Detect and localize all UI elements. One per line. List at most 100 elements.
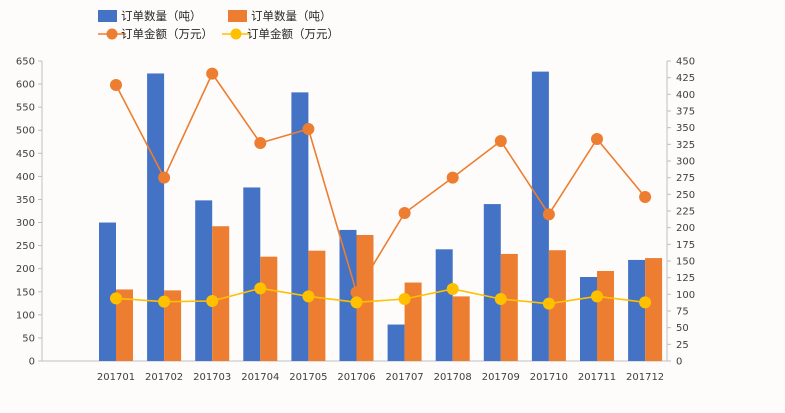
x-tick-label: 201707 — [386, 372, 424, 383]
bar-series-group — [99, 71, 663, 361]
right-tick-label: 175 — [676, 240, 695, 251]
bar-orange — [260, 256, 278, 361]
point-yellow — [350, 296, 363, 309]
right-tick-label: 375 — [676, 107, 695, 118]
bar-orange — [212, 226, 230, 361]
right-tick-label: 425 — [676, 73, 695, 84]
point-yellow — [302, 290, 315, 303]
point-yellow — [494, 293, 507, 305]
right-tick-label: 400 — [676, 90, 695, 101]
right-tick-label: 200 — [676, 223, 695, 234]
bar-orange — [548, 250, 566, 361]
legend-label: 订单金额（万元） — [121, 27, 213, 41]
left-tick-label: 300 — [16, 218, 35, 229]
x-tick-label: 201702 — [145, 372, 183, 383]
point-orange — [302, 123, 315, 135]
right-tick-label: 300 — [676, 157, 695, 168]
left-tick-label: 100 — [16, 310, 35, 321]
line-yellow — [115, 287, 646, 305]
line-orange — [115, 72, 646, 295]
left-tick-label: 350 — [16, 195, 35, 206]
left-tick-label: 550 — [16, 103, 35, 114]
bar-blue — [243, 187, 261, 361]
point-orange — [206, 67, 219, 80]
bar-orange — [645, 258, 663, 361]
x-tick-label: 201710 — [530, 372, 568, 383]
left-tick-label: 650 — [16, 57, 35, 68]
bar-blue — [99, 222, 116, 361]
legend-marker-yellow — [230, 28, 242, 40]
right-tick-label: 250 — [676, 190, 695, 201]
right-y-axis: 0 25 50 75 100 125 150 175 200 225 250 275 300 325 350… — [666, 57, 695, 368]
bar-blue — [580, 277, 597, 361]
point-orange — [398, 207, 411, 219]
bar-blue — [435, 249, 453, 361]
legend-item-bar-orange: 订单数量（吨） — [228, 9, 332, 23]
legend-swatch-blue — [98, 10, 117, 22]
point-orange — [446, 171, 459, 184]
right-tick-label: 350 — [676, 123, 695, 134]
left-tick-label: 0 — [29, 357, 35, 368]
point-yellow — [639, 296, 652, 309]
point-orange — [494, 135, 507, 147]
point-yellow — [398, 293, 411, 305]
left-tick-label: 50 — [22, 333, 35, 344]
legend-item-line-yellow: 订单金额（万元） — [222, 27, 339, 41]
left-tick-label: 500 — [16, 126, 35, 137]
right-tick-label: 225 — [676, 207, 695, 218]
point-yellow — [591, 290, 603, 303]
bar-orange — [164, 290, 182, 361]
left-tick-label: 400 — [16, 172, 35, 183]
right-tick-label: 150 — [676, 257, 695, 268]
bar-blue — [195, 200, 213, 361]
x-tick-label: 201701 — [97, 372, 135, 383]
left-tick-label: 600 — [16, 80, 35, 91]
x-tick-label: 201704 — [241, 372, 279, 383]
bar-orange — [452, 296, 470, 361]
point-yellow — [206, 295, 219, 307]
bar-blue — [628, 259, 646, 361]
point-yellow — [254, 282, 267, 295]
bar-orange — [597, 271, 614, 361]
point-yellow — [446, 283, 459, 295]
legend-swatch-orange — [228, 10, 247, 22]
line-series-group — [110, 67, 652, 310]
bar-orange — [356, 235, 374, 361]
legend-item-bar-blue: 订单数量（吨） — [98, 9, 202, 23]
right-tick-label: 0 — [676, 357, 682, 368]
left-tick-label: 450 — [16, 149, 35, 160]
right-tick-label: 75 — [676, 307, 689, 318]
x-tick-label: 201703 — [193, 372, 231, 383]
point-orange — [110, 79, 122, 91]
bar-orange — [308, 250, 326, 361]
point-orange — [350, 286, 363, 299]
right-tick-label: 325 — [676, 140, 695, 151]
x-tick-label: 201705 — [289, 372, 327, 383]
right-tick-label: 100 — [676, 290, 695, 301]
legend-label: 订单数量（吨） — [251, 9, 332, 23]
bar-orange — [500, 253, 518, 361]
x-tick-label: 201711 — [578, 372, 616, 383]
point-yellow — [158, 295, 171, 308]
legend-marker-orange — [106, 28, 118, 40]
legend-label: 订单数量（吨） — [121, 9, 202, 23]
bar-blue — [531, 71, 549, 361]
x-tick-label: 201708 — [434, 372, 472, 383]
x-axis: 201701 201702 201703 201704 201705 201706 2017… — [42, 360, 667, 383]
bar-blue — [147, 73, 165, 361]
bar-blue — [387, 324, 405, 361]
right-tick-label: 25 — [676, 340, 689, 351]
point-orange — [158, 171, 171, 184]
left-tick-label: 200 — [16, 264, 35, 275]
right-tick-label: 450 — [676, 57, 695, 68]
x-tick-label: 201712 — [626, 372, 664, 383]
point-yellow — [542, 297, 555, 310]
x-tick-label: 201706 — [337, 372, 375, 383]
legend-item-line-orange: 订单金额（万元） — [98, 27, 213, 41]
right-tick-label: 125 — [676, 273, 695, 284]
point-yellow — [110, 292, 122, 305]
right-tick-label: 275 — [676, 173, 695, 184]
bar-orange — [116, 289, 133, 361]
